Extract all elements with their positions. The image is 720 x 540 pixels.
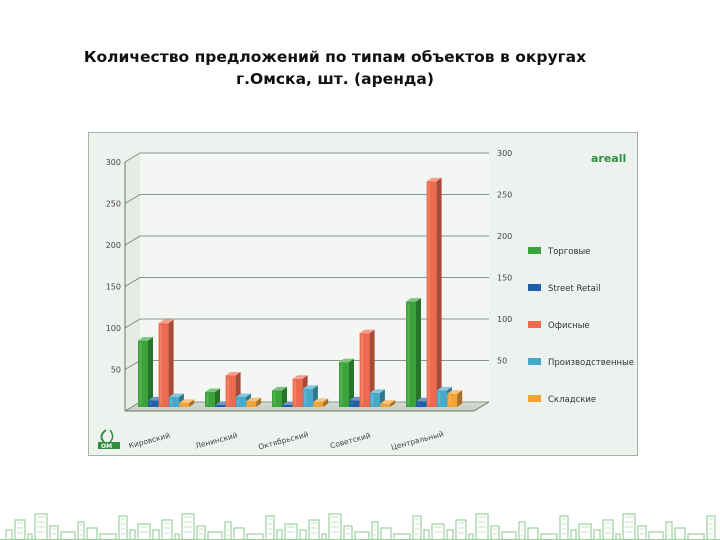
legend-label: Производственные [548,358,634,368]
y-tick-label-right: 200 [497,232,512,241]
bar-1-3 [158,319,174,407]
bar-5-1 [406,298,421,407]
bar-4-5 [380,400,396,407]
bar-5-3 [426,177,442,407]
bar-3-1 [272,386,287,407]
gridline [124,318,489,329]
chart-title-line1: Количество предложений по типам объектов… [83,48,587,66]
city-skyline-decoration [0,513,720,540]
chart-title: Количество предложений по типам объектов… [0,46,670,90]
legend-swatch [528,321,541,328]
company-logo-icon: ОМ [98,429,120,450]
y-tick-label-right: 250 [497,191,512,200]
bar-2-5 [246,397,262,407]
x-category-label: Ленинский [194,431,238,451]
y-tick-label-left: 300 [106,158,121,167]
bar-5-5 [447,390,463,407]
legend-label: Офисные [548,321,590,331]
legend-item-1: Торговые [528,247,590,257]
gridline [124,194,489,204]
legend-item-5: Складские [528,395,596,405]
legend-swatch [528,358,541,365]
x-category-label: Октябрьский [257,430,309,452]
x-category-label: Центральный [390,429,445,452]
svg-text:ОМ: ОМ [101,443,112,450]
chart-title-line2: г.Омска, шт. (аренда) [236,70,434,88]
floor-edge-line [473,401,490,412]
y-tick-label-left: 50 [111,366,121,375]
y-tick-label-right: 50 [497,357,507,366]
x-category-label: Советский [329,431,372,451]
x-category-label: Кировский [128,431,171,451]
legend-label: Складские [548,395,596,405]
bar-chart: 50 100 150 200 250 300 50 100 150 200 250 300 Кировс… [98,149,634,452]
y-tick-label-left: 100 [106,324,121,333]
legend-swatch [528,395,541,402]
brand-logo-text: areall [591,152,626,165]
legend-item-2: Street Retail [528,284,601,294]
y-tick-label-left: 250 [106,200,121,209]
legend-item-4: Производственные [528,358,634,368]
y-tick-label-right: 150 [497,274,512,283]
gridline [124,277,489,287]
gridline [124,152,489,163]
legend-label: Street Retail [548,284,601,294]
bar-3-5 [313,398,329,407]
y-tick-label-left: 150 [106,283,121,292]
y-tick-label-right: 100 [497,315,512,324]
y-tick-label-left: 200 [106,241,121,250]
y-tick-label-right: 300 [497,149,512,158]
legend-item-3: Офисные [528,321,590,331]
bar-4-3 [359,329,375,407]
bar-2-1 [205,388,220,407]
gridline [124,235,489,246]
legend-swatch [528,284,541,291]
bar-1-5 [179,399,195,407]
bar-1-1 [138,337,153,407]
bar-4-1 [339,358,354,407]
legend-swatch [528,247,541,254]
legend-label: Торговые [547,247,590,257]
